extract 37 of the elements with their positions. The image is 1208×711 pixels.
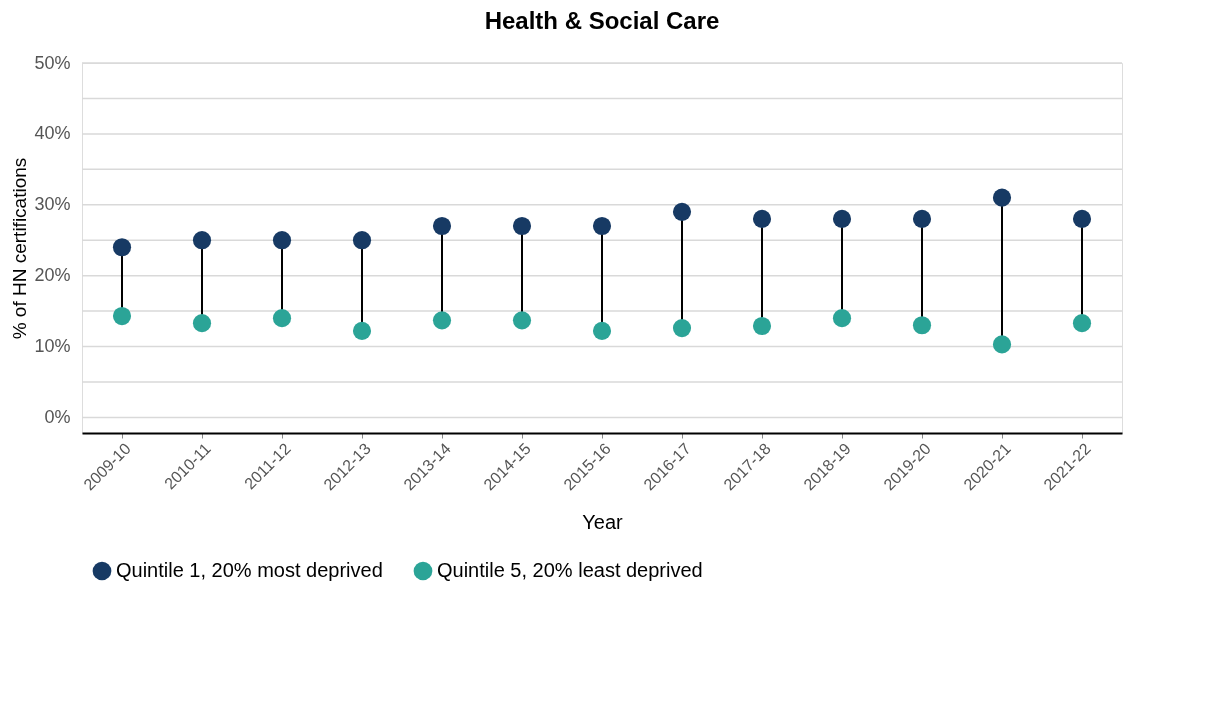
point — [352, 321, 372, 340]
point — [1072, 314, 1092, 333]
y-axis-title: % of HN certifications — [9, 157, 31, 340]
point — [1072, 209, 1092, 228]
point — [832, 209, 852, 228]
y-tick-label: 50% — [34, 52, 71, 73]
point — [592, 321, 612, 340]
point — [992, 188, 1012, 207]
point — [272, 309, 292, 328]
point — [592, 216, 612, 236]
y-tick-label: 10% — [34, 336, 71, 357]
point — [912, 209, 932, 228]
y-tick-label: 20% — [34, 265, 71, 286]
point — [512, 216, 532, 236]
point — [432, 311, 452, 330]
point — [752, 209, 772, 228]
y-tick-label: 40% — [34, 123, 71, 144]
point — [512, 311, 532, 330]
point — [192, 231, 212, 250]
point — [112, 306, 132, 326]
x-axis-title: Year — [582, 511, 624, 534]
point — [672, 202, 692, 221]
point — [352, 231, 372, 250]
point — [832, 309, 852, 328]
point — [432, 216, 452, 236]
legend-label: Quintile 1, 20% most deprived — [116, 559, 383, 581]
point — [192, 314, 212, 333]
point — [272, 231, 292, 250]
point — [112, 238, 132, 257]
legend-label: Quintile 5, 20% least deprived — [437, 559, 703, 581]
y-tick-label: 30% — [34, 194, 71, 215]
chart-title: Health & Social Care — [484, 7, 720, 34]
point — [992, 335, 1012, 354]
point — [672, 319, 692, 338]
y-tick-label: 0% — [44, 406, 71, 427]
point — [752, 316, 772, 336]
point — [912, 316, 932, 335]
